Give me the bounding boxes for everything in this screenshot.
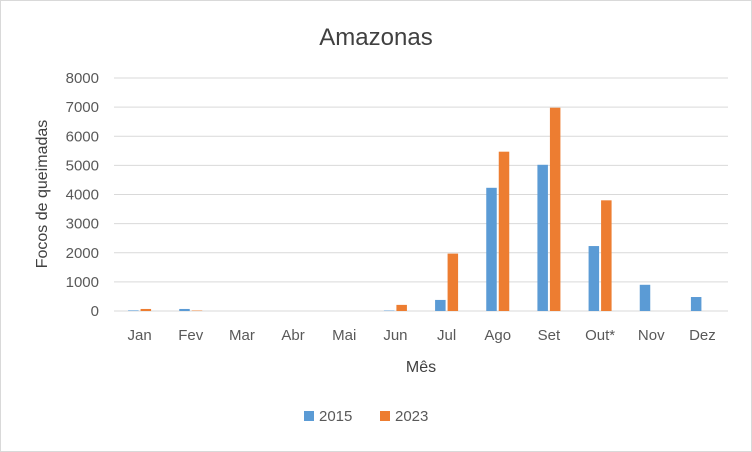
legend-swatch-2023 (380, 411, 390, 421)
legend: 2015 2023 (304, 408, 428, 425)
bar-2015-Set (537, 164, 548, 311)
legend-label-2023: 2023 (395, 408, 428, 425)
x-tick-label: Abr (281, 327, 304, 344)
y-tick-label: 6000 (66, 128, 99, 145)
legend-label-2015: 2015 (319, 408, 352, 425)
y-tick-label: 4000 (66, 187, 99, 204)
bar-2015-Jan (128, 310, 139, 311)
x-tick-label: Mar (229, 327, 255, 344)
x-axis-ticks: Jan Fev Mar Abr Mai Jun Jul Ago Set Out* Nov Dez (127, 327, 715, 344)
chart-title: Amazonas (319, 24, 432, 51)
x-tick-label: Set (538, 327, 561, 344)
legend-swatch-2015 (304, 411, 314, 421)
bar-2015-Jul (435, 299, 446, 311)
x-tick-label: Nov (638, 327, 665, 344)
x-tick-label: Fev (178, 327, 204, 344)
gridlines (114, 77, 728, 312)
x-tick-label: Jul (437, 327, 456, 344)
x-tick-label: Dez (689, 327, 716, 344)
x-axis-title: Mês (406, 359, 436, 376)
y-axis-title: Focos de queimadas (34, 120, 51, 269)
bar-2015-Nov (639, 284, 651, 311)
y-tick-label: 0 (91, 303, 99, 320)
bar-2023-Jun (396, 304, 407, 311)
x-tick-label: Jun (383, 327, 407, 344)
y-tick-label: 7000 (66, 99, 99, 116)
y-tick-label: 1000 (66, 274, 99, 291)
y-tick-label: 3000 (66, 216, 99, 233)
bar-2015-Out* (588, 246, 600, 311)
bar-2023-Jul (447, 253, 459, 311)
y-axis-ticks: 0 1000 2000 3000 4000 5000 6000 7000 8000 (66, 70, 99, 320)
x-tick-label: Jan (127, 327, 151, 344)
bar-2023-Set (549, 107, 561, 312)
y-tick-label: 2000 (66, 245, 99, 262)
y-tick-label: 8000 (66, 70, 99, 87)
bar-2023-Out* (601, 200, 612, 311)
bar-2023-Ago (498, 151, 510, 311)
bar-2015-Dez (690, 297, 702, 311)
x-tick-label: Mai (332, 327, 356, 344)
bar-2015-Fev (179, 308, 190, 311)
bar-2023-Jan (140, 308, 152, 311)
y-tick-label: 5000 (66, 157, 99, 174)
bar-2015-Ago (486, 187, 497, 311)
x-tick-label: Ago (484, 327, 511, 344)
x-tick-label: Out* (585, 327, 615, 344)
bars (128, 107, 702, 312)
